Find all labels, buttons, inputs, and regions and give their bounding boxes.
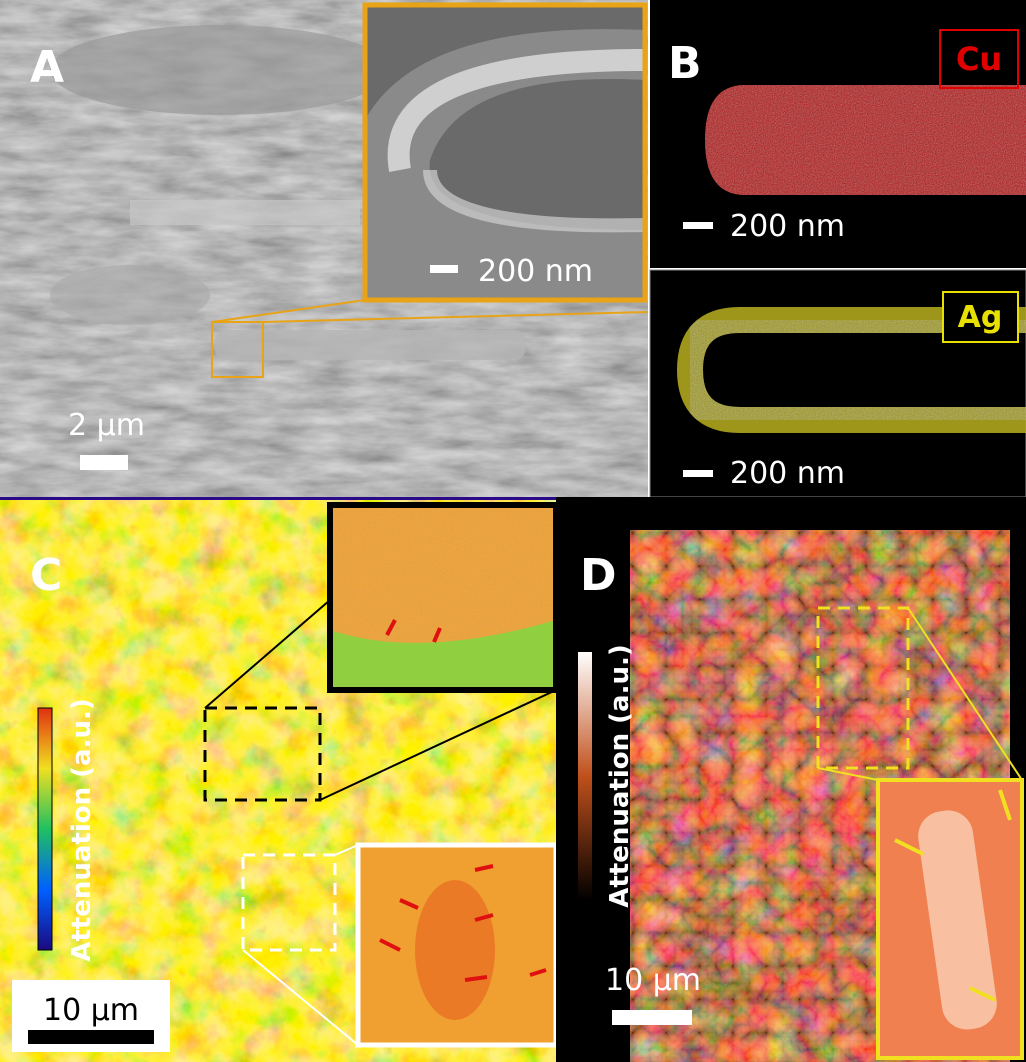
- element-label: Ag: [958, 300, 1003, 335]
- panel-label: B: [668, 38, 702, 89]
- scale-label: 10 µm: [605, 963, 701, 998]
- scale-label: 200 nm: [478, 254, 593, 289]
- colorbar-label: Attenuation (a.u.): [67, 698, 97, 962]
- colorbar-label: Attenuation (a.u.): [605, 644, 635, 908]
- panel-label: D: [580, 550, 617, 601]
- panel-c: Attenuation (a.u.) C 10 µm: [0, 497, 556, 1062]
- panel-b: Cu B 200 nm Ag 200 nm: [650, 0, 1026, 497]
- inset-a: 200 nm: [365, 5, 645, 300]
- scale-bar: [80, 455, 128, 470]
- page: {"panels": { "A": {"label": "A", "scale_…: [0, 0, 1026, 1062]
- scale-label: 200 nm: [730, 209, 845, 244]
- element-label: Cu: [956, 40, 1002, 78]
- panel-d: Attenuation (a.u.) D 10 µm: [556, 497, 1026, 1062]
- scale-label: 10 µm: [43, 993, 139, 1028]
- panel-label: A: [30, 42, 64, 93]
- scale-bar: [612, 1010, 692, 1025]
- panel-a: 200 nm A 2 µm: [0, 0, 648, 497]
- figure: 200 nm A 2 µm Cu B 200 nm Ag 200 nm: [0, 0, 1026, 1062]
- scale-bar: [28, 1030, 154, 1044]
- colorbar: [578, 652, 592, 900]
- colorbar: [38, 708, 52, 950]
- panel-label: C: [30, 550, 62, 601]
- scale-label: 2 µm: [68, 408, 145, 443]
- scale-label: 200 nm: [730, 456, 845, 491]
